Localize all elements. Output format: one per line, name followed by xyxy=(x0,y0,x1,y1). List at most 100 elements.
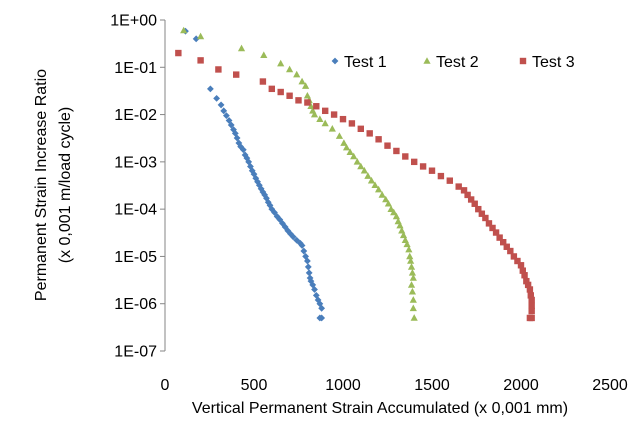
data-point xyxy=(175,49,182,57)
data-point xyxy=(302,253,310,260)
data-point xyxy=(371,181,379,189)
data-point xyxy=(237,44,246,52)
data-point xyxy=(298,77,306,85)
data-point xyxy=(197,57,204,64)
data-point xyxy=(393,147,400,155)
data-point xyxy=(197,32,205,40)
x-axis-ticks: 0 500 1000 1500 2000 2500 xyxy=(161,377,628,394)
data-point xyxy=(223,112,230,120)
data-point xyxy=(316,314,324,322)
data-point xyxy=(239,146,247,154)
data-point xyxy=(309,281,317,289)
data-point xyxy=(367,176,376,184)
data-point xyxy=(304,257,311,265)
data-point xyxy=(350,152,358,160)
data-point xyxy=(528,307,535,315)
data-point xyxy=(419,163,427,170)
data-point xyxy=(260,51,268,59)
data-point xyxy=(302,82,310,89)
data-point xyxy=(293,70,301,78)
data-point xyxy=(409,296,417,303)
data-point xyxy=(510,253,518,260)
data-point xyxy=(519,267,526,274)
data-point xyxy=(378,191,386,198)
data-point xyxy=(231,129,239,137)
data-point xyxy=(217,101,225,109)
series-2 xyxy=(180,26,418,321)
data-point xyxy=(346,148,354,156)
y-tick-label: 1E-03 xyxy=(114,154,157,171)
data-point xyxy=(304,263,312,271)
data-point xyxy=(528,302,535,310)
data-point xyxy=(304,99,311,106)
data-point xyxy=(464,191,471,199)
data-point xyxy=(241,151,249,159)
x-tick-label: 1000 xyxy=(325,377,361,394)
data-point xyxy=(492,229,500,236)
data-point xyxy=(286,65,294,73)
data-point xyxy=(316,115,324,122)
data-point xyxy=(289,233,297,241)
data-point xyxy=(284,227,292,235)
legend-label: Test 2 xyxy=(436,54,479,71)
data-point xyxy=(489,224,496,232)
data-point xyxy=(328,125,336,132)
data-point xyxy=(428,167,436,174)
data-point xyxy=(496,234,503,241)
data-point xyxy=(437,172,445,180)
data-point xyxy=(342,143,351,151)
data-point xyxy=(310,110,319,118)
data-point xyxy=(348,120,356,127)
data-point xyxy=(353,158,361,165)
data-point xyxy=(266,201,274,209)
series-1 xyxy=(182,27,326,322)
data-point xyxy=(485,220,493,227)
data-point xyxy=(357,125,364,133)
plot-area: 1E+00 1E-01 1E-02 1E-03 1E-04 1E-05 1E-06 1E-07… xyxy=(110,13,628,395)
data-point xyxy=(407,263,416,270)
data-point xyxy=(277,59,285,67)
data-point xyxy=(311,286,318,293)
data-point xyxy=(405,245,413,253)
data-point xyxy=(460,187,468,194)
data-point xyxy=(408,269,417,276)
data-point xyxy=(360,166,368,174)
series-3 xyxy=(175,49,535,322)
data-point xyxy=(233,134,241,142)
data-point xyxy=(303,91,311,99)
data-point xyxy=(235,139,243,147)
y-tick-label: 1E-02 xyxy=(114,107,157,124)
data-point xyxy=(408,287,417,295)
data-point xyxy=(411,158,418,166)
data-point xyxy=(475,205,482,213)
data-point xyxy=(318,304,326,312)
data-point xyxy=(227,121,235,129)
data-point xyxy=(300,247,308,255)
x-tick-label: 500 xyxy=(241,377,268,394)
data-point xyxy=(237,143,245,151)
legend-marker xyxy=(331,57,339,65)
data-point xyxy=(482,214,489,222)
data-point xyxy=(399,231,408,239)
data-point xyxy=(268,85,275,93)
x-tick-label: 1500 xyxy=(414,377,450,394)
data-point xyxy=(503,243,510,250)
y-axis-ticks: 1E+00 1E-01 1E-02 1E-03 1E-04 1E-05 1E-06 1E-07 xyxy=(110,13,165,361)
data-point xyxy=(180,26,188,34)
data-point xyxy=(409,304,417,312)
data-point xyxy=(517,262,525,269)
data-point xyxy=(305,269,313,277)
data-point xyxy=(407,281,416,288)
data-point xyxy=(524,281,532,289)
data-point xyxy=(257,185,265,193)
data-point xyxy=(403,240,411,248)
data-point xyxy=(402,153,409,160)
data-point xyxy=(384,142,391,149)
data-point xyxy=(192,35,200,43)
data-point xyxy=(286,92,293,99)
data-point xyxy=(526,314,534,322)
data-point xyxy=(357,162,365,170)
y-tick-label: 1E+00 xyxy=(110,13,157,30)
data-point xyxy=(330,111,338,118)
